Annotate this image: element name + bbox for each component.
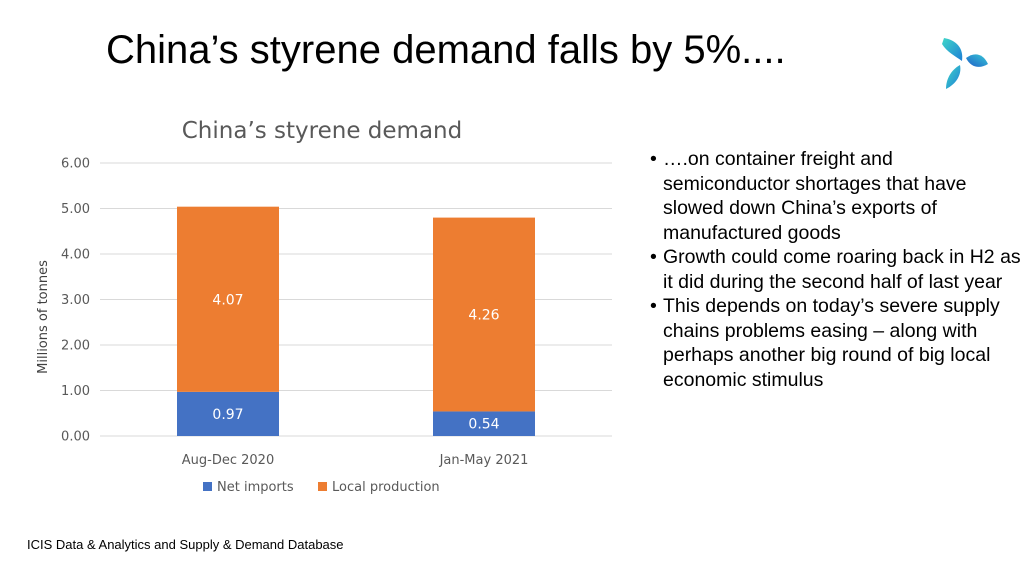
y-tick-label: 4.00 [61,248,90,263]
legend-label: Local production [332,480,440,495]
y-axis-label: Millions of tonnes [36,260,51,374]
y-tick-label: 6.00 [61,157,90,172]
bullet-text: This depends on today’s severe supply ch… [663,295,1000,391]
gridlines [100,162,612,437]
bars: 0.97 4.07 0.54 4.26 [177,206,535,436]
data-label: 4.07 [212,292,243,308]
source-note: ICIS Data & Analytics and Supply & Deman… [27,537,344,552]
bullet-list: • ….on container freight and semiconducto… [650,147,1022,392]
x-axis-ticks: Aug-Dec 2020 Jan-May 2021 [182,453,529,468]
stacked-bar-chart: China’s styrene demand 0.00 1.00 2.00 3.00 4… [36,118,612,495]
data-label: 0.97 [212,407,243,423]
bar-segment [433,217,535,412]
slide-title: China’s styrene demand falls by 5%.... [106,28,786,72]
data-label: 4.26 [468,308,499,324]
bar-segment [177,206,279,392]
x-tick-label: Jan-May 2021 [439,453,529,468]
chart-title: China’s styrene demand [182,118,462,144]
y-tick-label: 2.00 [61,339,90,354]
bullet-item: • This depends on today’s severe supply c… [650,294,1022,392]
bar-segment [177,391,279,436]
y-tick-label: 3.00 [61,293,90,308]
bar-segment [433,411,535,436]
bullet-item: • ….on container freight and semiconducto… [650,147,1022,245]
legend-swatch [203,482,212,491]
y-tick-label: 1.00 [61,384,90,399]
bullet-text: Growth could come roaring back in H2 as … [663,246,1021,293]
y-tick-label: 5.00 [61,202,90,217]
bullet-item: • Growth could come roaring back in H2 as… [650,245,1022,294]
bullet-dot: • [650,246,657,268]
bullet-text: ….on container freight and semiconductor… [663,148,967,244]
legend-label: Net imports [217,480,294,495]
bullet-dot: • [650,295,657,317]
bullet-dot: • [650,148,657,170]
data-label: 0.54 [468,417,499,433]
legend-swatch [318,482,327,491]
x-tick-label: Aug-Dec 2020 [182,453,274,468]
y-tick-label: 0.00 [61,430,90,445]
legend: Net imports Local production [203,480,440,495]
y-axis-ticks: 0.00 1.00 2.00 3.00 4.00 5.00 6.00 [61,157,90,445]
triskelion-logo-icon [942,38,988,89]
